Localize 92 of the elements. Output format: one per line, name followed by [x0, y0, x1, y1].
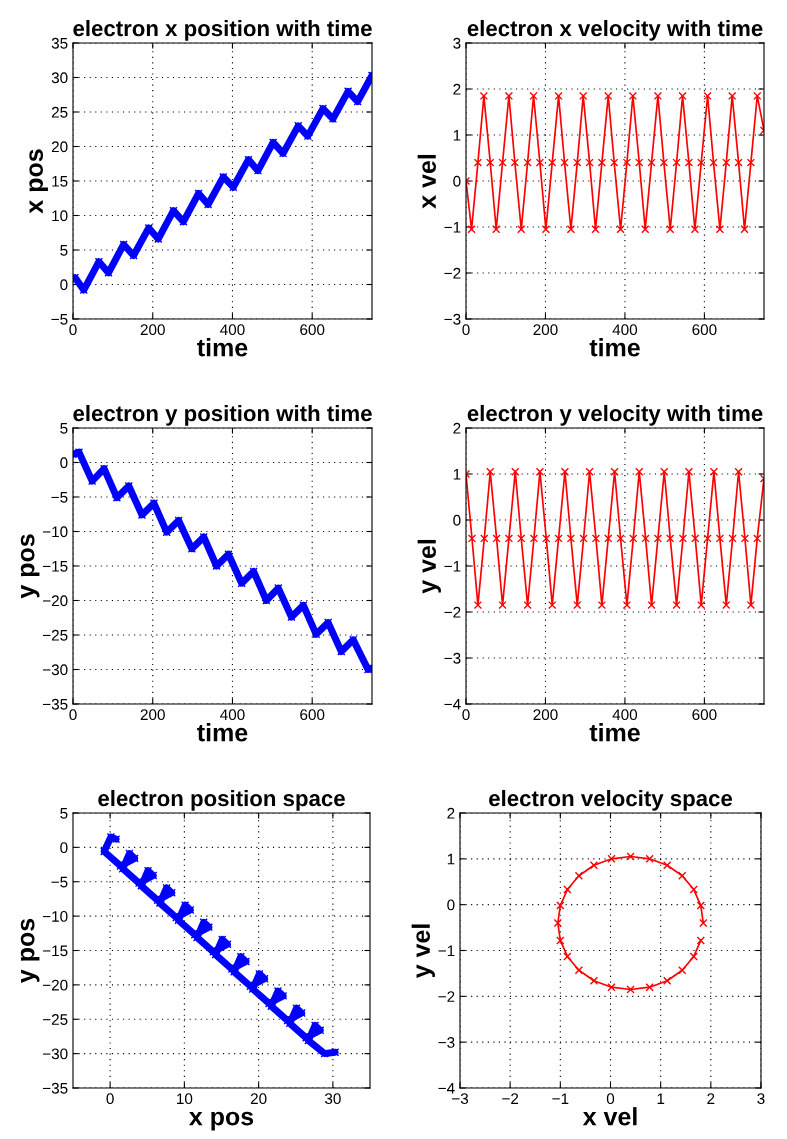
- y-tick-label: 10: [52, 210, 68, 222]
- x-tick-label: 10: [177, 1093, 193, 1105]
- chart-title: electron velocity space: [489, 789, 733, 811]
- x-tick-label: 0: [462, 709, 470, 721]
- y-tick-label: 0: [453, 175, 461, 187]
- x-tick-label: 200: [533, 324, 558, 336]
- y-tick-label: −1: [438, 945, 455, 957]
- y-tick-label: 0: [453, 514, 461, 526]
- x-tick-label: 30: [324, 1093, 341, 1105]
- y-tick-label: 1: [453, 130, 461, 141]
- y-tick-label: 5: [60, 808, 68, 819]
- y-tick-label: −20: [42, 979, 68, 991]
- y-tick-label: −25: [42, 629, 68, 641]
- x-tick-label: 200: [140, 709, 165, 721]
- y-tick-label: −3: [438, 1037, 455, 1048]
- x-axis-title: time: [197, 723, 248, 742]
- x-tick-label: −2: [502, 1093, 519, 1104]
- x-tick-label: 0: [462, 324, 470, 336]
- chart-title: electron x position with time: [73, 19, 372, 41]
- y-tick-label: 0: [447, 899, 455, 911]
- x-tick-label: 20: [250, 1093, 267, 1105]
- chart-title: electron x velocity with time: [467, 19, 763, 41]
- x-tick-label: 0: [69, 709, 77, 721]
- x-tick-label: 600: [300, 324, 325, 336]
- x-axis-title: x vel: [582, 1107, 637, 1126]
- x-tick-label: 0: [69, 324, 77, 336]
- y-axis-title: y vel: [417, 539, 441, 594]
- y-tick-label: −10: [42, 526, 68, 538]
- x-tick-label: 3: [757, 1093, 765, 1105]
- y-tick-label: −3: [444, 313, 461, 325]
- chart-title: electron position space: [98, 789, 345, 811]
- y-tick-label: 1: [447, 853, 455, 865]
- y-axis-title: x pos: [29, 149, 48, 214]
- chart-title: electron y position with time: [73, 404, 372, 426]
- y-tick-label: 0: [60, 457, 68, 469]
- y-tick-label: −4: [444, 699, 461, 710]
- y-tick-label: −35: [42, 698, 68, 710]
- x-tick-label: 1: [657, 1093, 665, 1104]
- y-tick-label: −1: [444, 222, 461, 233]
- y-tick-label: −10: [42, 910, 68, 922]
- y-tick-label: −2: [444, 267, 461, 279]
- y-tick-label: −25: [42, 1014, 68, 1025]
- y-tick-label: −20: [42, 595, 68, 607]
- y-tick-label: −4: [438, 1083, 455, 1094]
- y-tick-label: −2: [444, 606, 461, 618]
- x-tick-label: 400: [612, 324, 638, 336]
- y-tick-label: −5: [51, 492, 68, 503]
- y-axis-title: y vel: [411, 924, 435, 979]
- y-tick-label: 2: [453, 422, 461, 434]
- y-tick-label: 2: [453, 83, 461, 95]
- x-tick-label: 0: [606, 1093, 615, 1105]
- chart-title: electron y velocity with time: [467, 404, 763, 426]
- y-tick-label: 3: [453, 37, 461, 49]
- x-axis-title: x pos: [189, 1111, 254, 1131]
- y-tick-label: 5: [60, 245, 68, 256]
- y-tick-label: −3: [444, 652, 461, 664]
- x-tick-label: −1: [552, 1093, 569, 1104]
- y-tick-label: −30: [42, 1048, 68, 1060]
- x-tick-label: 600: [692, 709, 717, 721]
- x-tick-label: 200: [533, 709, 558, 721]
- y-tick-label: −2: [438, 991, 455, 1002]
- y-tick-label: 35: [51, 37, 68, 49]
- x-tick-label: 400: [220, 324, 245, 336]
- x-axis-title: time: [197, 338, 248, 357]
- x-tick-label: 400: [612, 709, 638, 721]
- y-tick-label: 15: [52, 176, 68, 187]
- y-tick-label: 20: [51, 141, 68, 153]
- y-axis-title: y pos: [20, 918, 40, 983]
- x-tick-label: 0: [106, 1093, 114, 1105]
- y-axis-title: y pos: [20, 534, 40, 599]
- x-axis-title: time: [589, 723, 640, 742]
- y-tick-label: 5: [60, 423, 68, 434]
- x-axis-title: time: [589, 338, 640, 357]
- x-tick-label: 600: [692, 324, 717, 336]
- y-tick-label: −35: [42, 1082, 68, 1094]
- x-tick-label: 400: [220, 709, 245, 721]
- y-tick-label: −5: [51, 876, 68, 888]
- y-tick-label: −15: [42, 561, 68, 572]
- y-tick-label: −15: [42, 945, 68, 957]
- y-tick-label: −5: [51, 314, 68, 325]
- x-tick-label: 600: [300, 709, 325, 721]
- y-axis-title: x vel: [417, 154, 436, 209]
- y-tick-label: 30: [51, 72, 68, 84]
- y-tick-label: 0: [60, 279, 68, 291]
- x-tick-label: 200: [140, 324, 165, 336]
- y-tick-label: 2: [447, 807, 455, 819]
- y-tick-label: 1: [453, 469, 461, 480]
- y-tick-label: −30: [42, 664, 68, 676]
- y-tick-label: 0: [60, 842, 68, 854]
- x-tick-label: 2: [707, 1093, 715, 1104]
- y-tick-label: −1: [444, 561, 461, 572]
- y-tick-label: 25: [51, 106, 68, 118]
